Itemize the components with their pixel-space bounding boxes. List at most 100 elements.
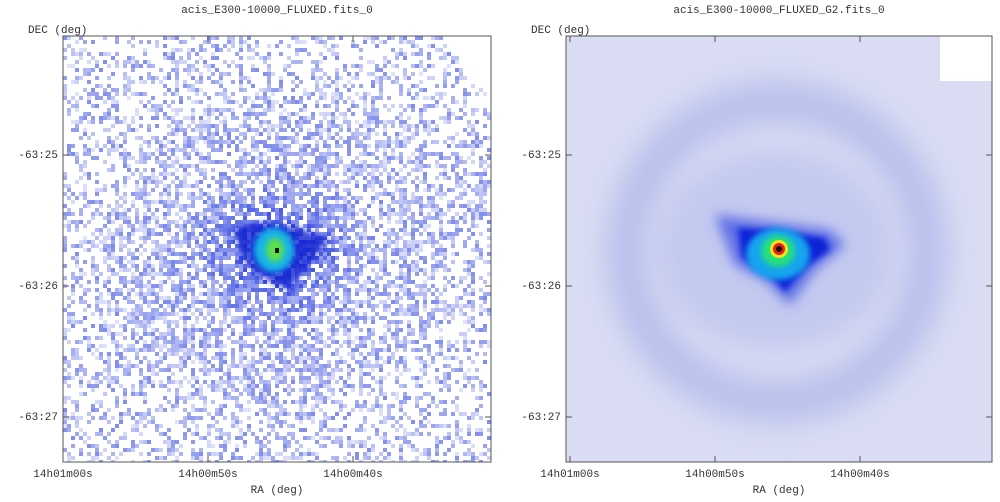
pixel [155,160,159,164]
pixel [135,276,139,280]
pixel [435,352,439,356]
pixel [339,356,343,360]
pixel [291,112,295,116]
pixel [123,212,127,216]
pixel [199,244,203,248]
pixel [347,208,351,212]
pixel [279,412,283,416]
pixel [203,212,207,216]
pixel [283,296,287,300]
pixel [351,132,355,136]
pixel [299,124,303,128]
pixel [159,344,163,348]
pixel [455,68,459,72]
pixel [267,220,271,224]
pixel [295,400,299,404]
pixel [363,236,367,240]
pixel [203,284,207,288]
pixel [339,388,343,392]
pixel [303,148,307,152]
pixel [395,312,399,316]
pixel [115,272,119,276]
pixel [443,120,447,124]
pixel [439,152,443,156]
pixel [275,320,279,324]
pixel [187,72,191,76]
pixel [87,148,91,152]
pixel [187,356,191,360]
pixel [283,376,287,380]
pixel [87,200,91,204]
pixel [419,268,423,272]
pixel [239,300,243,304]
pixel [275,376,279,380]
pixel [319,156,323,160]
pixel [323,140,327,144]
pixel [267,104,271,108]
pixel [407,252,411,256]
pixel [355,336,359,340]
pixel [343,84,347,88]
pixel [431,292,435,296]
pixel [371,340,375,344]
pixel [75,280,79,284]
pixel [211,384,215,388]
pixel [395,364,399,368]
pixel [375,244,379,248]
pixel [347,236,351,240]
pixel [95,304,99,308]
pixel [267,68,271,72]
pixel [211,108,215,112]
pixel [375,124,379,128]
pixel [195,136,199,140]
pixel [219,76,223,80]
pixel [315,228,319,232]
pixel [343,272,347,276]
pixel [175,304,179,308]
pixel [207,108,211,112]
pixel [343,140,347,144]
pixel [299,188,303,192]
pixel [295,168,299,172]
pixel [367,384,371,388]
pixel [95,180,99,184]
pixel [439,400,443,404]
pixel [267,180,271,184]
pixel [219,212,223,216]
pixel [119,276,123,280]
pixel [287,112,291,116]
pixel [403,140,407,144]
pixel [427,232,431,236]
pixel [183,228,187,232]
pixel [219,360,223,364]
pixel [379,388,383,392]
pixel [455,152,459,156]
pixel [111,388,115,392]
pixel [363,136,367,140]
pixel [395,336,399,340]
pixel [339,36,343,40]
pixel [299,408,303,412]
pixel [155,272,159,276]
pixel [267,108,271,112]
pixel [383,304,387,308]
pixel [287,44,291,48]
pixel [79,240,83,244]
pixel [331,208,335,212]
pixel [319,396,323,400]
pixel [455,296,459,300]
pixel [423,332,427,336]
pixel [379,408,383,412]
pixel [447,304,451,308]
pixel [423,224,427,228]
pixel [179,60,183,64]
pixel [347,140,351,144]
pixel [147,260,151,264]
pixel [219,216,223,220]
pixel [323,220,327,224]
pixel [279,88,283,92]
pixel [395,140,399,144]
pixel [107,300,111,304]
pixel [463,292,467,296]
pixel [87,304,91,308]
